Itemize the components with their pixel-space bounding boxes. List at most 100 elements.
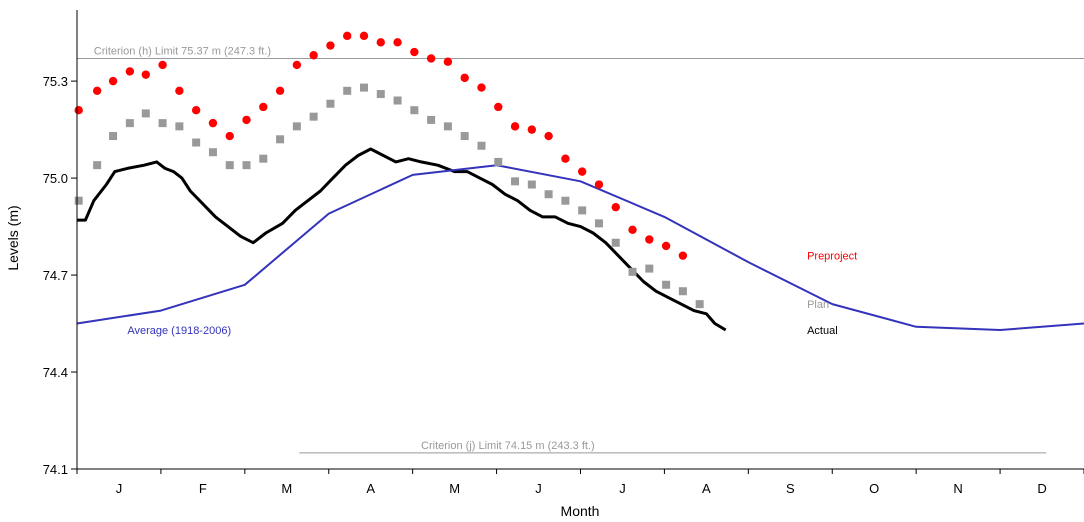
preproject-point (460, 73, 469, 83)
preproject-point (158, 60, 167, 70)
plan-point (326, 99, 335, 108)
plan-point (695, 300, 704, 309)
x-tick-label: J (619, 481, 626, 496)
y-tick-label: 74.4 (43, 365, 68, 380)
plan-point (645, 264, 654, 273)
plan-point (662, 280, 671, 289)
series-layer (74, 31, 1084, 332)
plan-point (125, 119, 134, 128)
plan-point (527, 180, 536, 189)
actual-label: Actual (807, 325, 838, 337)
y-tick-label: 75.3 (43, 74, 68, 89)
plan-point (141, 109, 150, 118)
preproject-point (527, 125, 537, 134)
plan-point (259, 154, 268, 163)
preproject-point (594, 180, 604, 189)
preproject-point (678, 251, 688, 260)
y-axis-title: Levels (m) (5, 205, 21, 270)
x-tick-label: A (702, 481, 711, 496)
x-tick-label: S (786, 481, 795, 496)
plan-point (544, 190, 553, 199)
preproject-point (443, 57, 453, 66)
x-tick-label: M (449, 481, 460, 496)
preproject-point (208, 118, 218, 128)
preproject-point (108, 76, 118, 86)
preproject-point (242, 115, 251, 125)
plan-point (427, 115, 436, 124)
x-axis-title: Month (561, 503, 600, 519)
preproject-point (141, 70, 151, 79)
preproject-point (426, 54, 436, 63)
average-1918-2006-label: Average (1918-2006) (127, 325, 231, 337)
criterion-label: Criterion (j) Limit 74.15 m (243.3 ft.) (421, 440, 595, 452)
preproject-point (577, 167, 587, 176)
preproject-point (561, 154, 570, 163)
series-labels: Actual Average (1918-2006) Plan Preproject (127, 251, 857, 337)
plan-point (93, 161, 102, 170)
preproject-point (645, 235, 654, 244)
preproject-point (74, 106, 83, 115)
preproject-point (225, 131, 234, 141)
y-tick-label: 74.1 (43, 462, 68, 477)
plan-point (192, 138, 201, 147)
preproject-point (125, 67, 135, 76)
x-tick-label: A (366, 481, 375, 496)
preproject-point (175, 86, 184, 96)
preproject-point (191, 106, 201, 115)
preproject-point (343, 31, 352, 41)
axes: 74.1 74.4 74.7 75.0 75.3 J F M A M J J A S O N D (43, 10, 1084, 496)
plan-point (376, 90, 385, 99)
preproject-point (359, 31, 369, 41)
preproject-point (544, 131, 553, 141)
plan-point (242, 161, 251, 170)
preproject-point (477, 83, 486, 92)
preproject-markers (74, 31, 688, 260)
plan-point (225, 161, 234, 170)
plan-point (678, 287, 687, 296)
plan-point (175, 122, 184, 131)
preproject-point (661, 241, 671, 251)
preproject-point (628, 225, 637, 235)
preproject-point (259, 102, 268, 112)
plan-point (292, 122, 301, 131)
plan-point (109, 132, 118, 141)
criterion-label: Criterion (h) Limit 75.37 m (247.3 ft.) (94, 45, 271, 57)
x-tick-label: D (1037, 481, 1046, 496)
plan-point (343, 86, 352, 95)
actual-line (77, 147, 727, 332)
preproject-point (611, 202, 620, 212)
y-tick-label: 74.7 (43, 268, 68, 283)
preproject-point (376, 38, 385, 47)
plan-point (628, 267, 637, 276)
plan-point (208, 148, 217, 157)
plan-point (561, 196, 570, 205)
preproject-point (326, 41, 335, 50)
plan-point (494, 157, 503, 166)
x-tick-label: F (199, 481, 207, 496)
preproject-point (92, 86, 102, 96)
plan-point (158, 119, 167, 128)
plan-point (410, 106, 419, 115)
plan-point (393, 96, 402, 105)
preproject-point (393, 38, 402, 47)
x-tick-label: J (116, 481, 123, 496)
plan-point (276, 135, 285, 144)
plan-point (359, 83, 368, 92)
plan-point (309, 112, 318, 121)
plan-point (511, 177, 520, 186)
preproject-point (494, 102, 503, 112)
preproject-point (292, 60, 302, 70)
preproject-point (275, 86, 285, 96)
x-tick-label: J (535, 481, 542, 496)
plan-point (611, 238, 620, 247)
criteria-lines: Criterion (h) Limit 75.37 m (247.3 ft.) C… (77, 45, 1084, 454)
preproject-point (510, 122, 520, 131)
average-1918-2006-line (76, 164, 1084, 331)
x-tick-label: O (869, 481, 879, 496)
plan-point (477, 141, 486, 150)
plan-point (443, 122, 452, 131)
preproject-point (410, 47, 419, 57)
x-tick-label: M (281, 481, 292, 496)
plan-point (578, 206, 587, 215)
plan-point (74, 196, 83, 205)
